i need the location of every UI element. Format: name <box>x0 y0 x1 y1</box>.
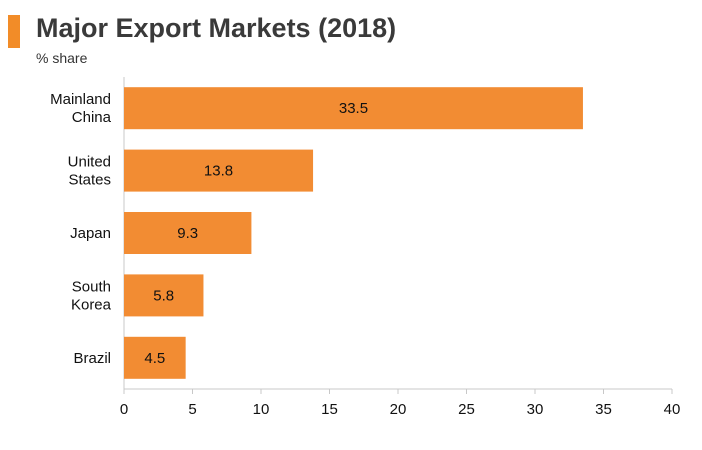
category-label: Mainland <box>50 91 111 108</box>
x-tick-label: 20 <box>390 401 407 418</box>
bar-value-label: 33.5 <box>339 100 368 117</box>
bar-value-label: 4.5 <box>144 350 165 367</box>
x-tick-label: 0 <box>120 401 128 418</box>
bar <box>124 274 204 317</box>
bar-value-label: 13.8 <box>204 163 233 180</box>
x-tick-label: 35 <box>595 401 612 418</box>
category-label: China <box>72 109 112 126</box>
x-tick-label: 10 <box>253 401 270 418</box>
category-label: Korea <box>71 296 112 313</box>
title-accent-bar <box>8 15 20 48</box>
x-tick-label: 15 <box>321 401 338 418</box>
category-label: United <box>68 154 111 171</box>
category-label: States <box>68 172 111 189</box>
bar <box>124 87 583 130</box>
chart-title: Major Export Markets (2018) <box>36 13 397 43</box>
x-tick-label: 30 <box>527 401 544 418</box>
chart-subtitle: % share <box>36 50 88 66</box>
category-label: South <box>72 278 111 295</box>
bar-value-label: 5.8 <box>153 287 174 304</box>
bar <box>124 336 186 379</box>
bar <box>124 149 314 192</box>
category-label: Japan <box>70 225 111 242</box>
category-label: Brazil <box>73 350 111 367</box>
x-tick-label: 25 <box>458 401 475 418</box>
bar-value-label: 9.3 <box>177 225 198 242</box>
x-tick-label: 40 <box>664 401 681 418</box>
x-tick-label: 5 <box>188 401 196 418</box>
bar <box>124 212 252 254</box>
